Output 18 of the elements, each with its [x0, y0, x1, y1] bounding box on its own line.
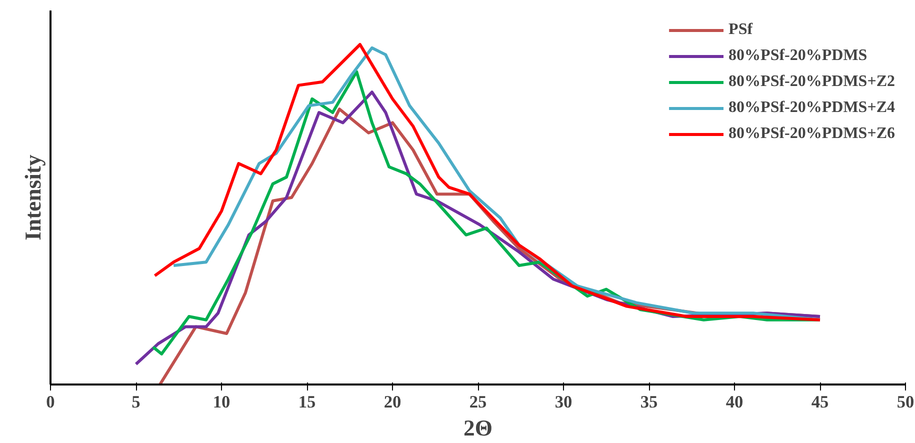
legend-label: 80%PSf-20%PDMS+Z2 — [728, 73, 895, 91]
x-tick-label: 0 — [46, 392, 55, 412]
x-tick-label: 50 — [896, 392, 914, 412]
legend-label: 80%PSf-20%PDMS+Z6 — [728, 125, 895, 143]
y-axis-title: Intensity — [20, 154, 46, 240]
x-tick-label: 15 — [298, 392, 316, 412]
x-tick-label: 30 — [554, 392, 572, 412]
x-tick-label: 45 — [811, 392, 829, 412]
x-tick-label: 25 — [469, 392, 487, 412]
legend-label: PSf — [728, 21, 753, 39]
legend-label: 80%PSf-20%PDMS — [728, 47, 868, 65]
x-axis-title: 2Θ — [464, 416, 492, 440]
legend-label: 80%PSf-20%PDMS+Z4 — [728, 99, 895, 117]
x-tick-label: 10 — [212, 392, 230, 412]
x-tick-label: 5 — [132, 392, 141, 412]
x-tick-label: 20 — [384, 392, 402, 412]
x-tick-label: 40 — [726, 392, 744, 412]
x-tick-label: 35 — [640, 392, 658, 412]
